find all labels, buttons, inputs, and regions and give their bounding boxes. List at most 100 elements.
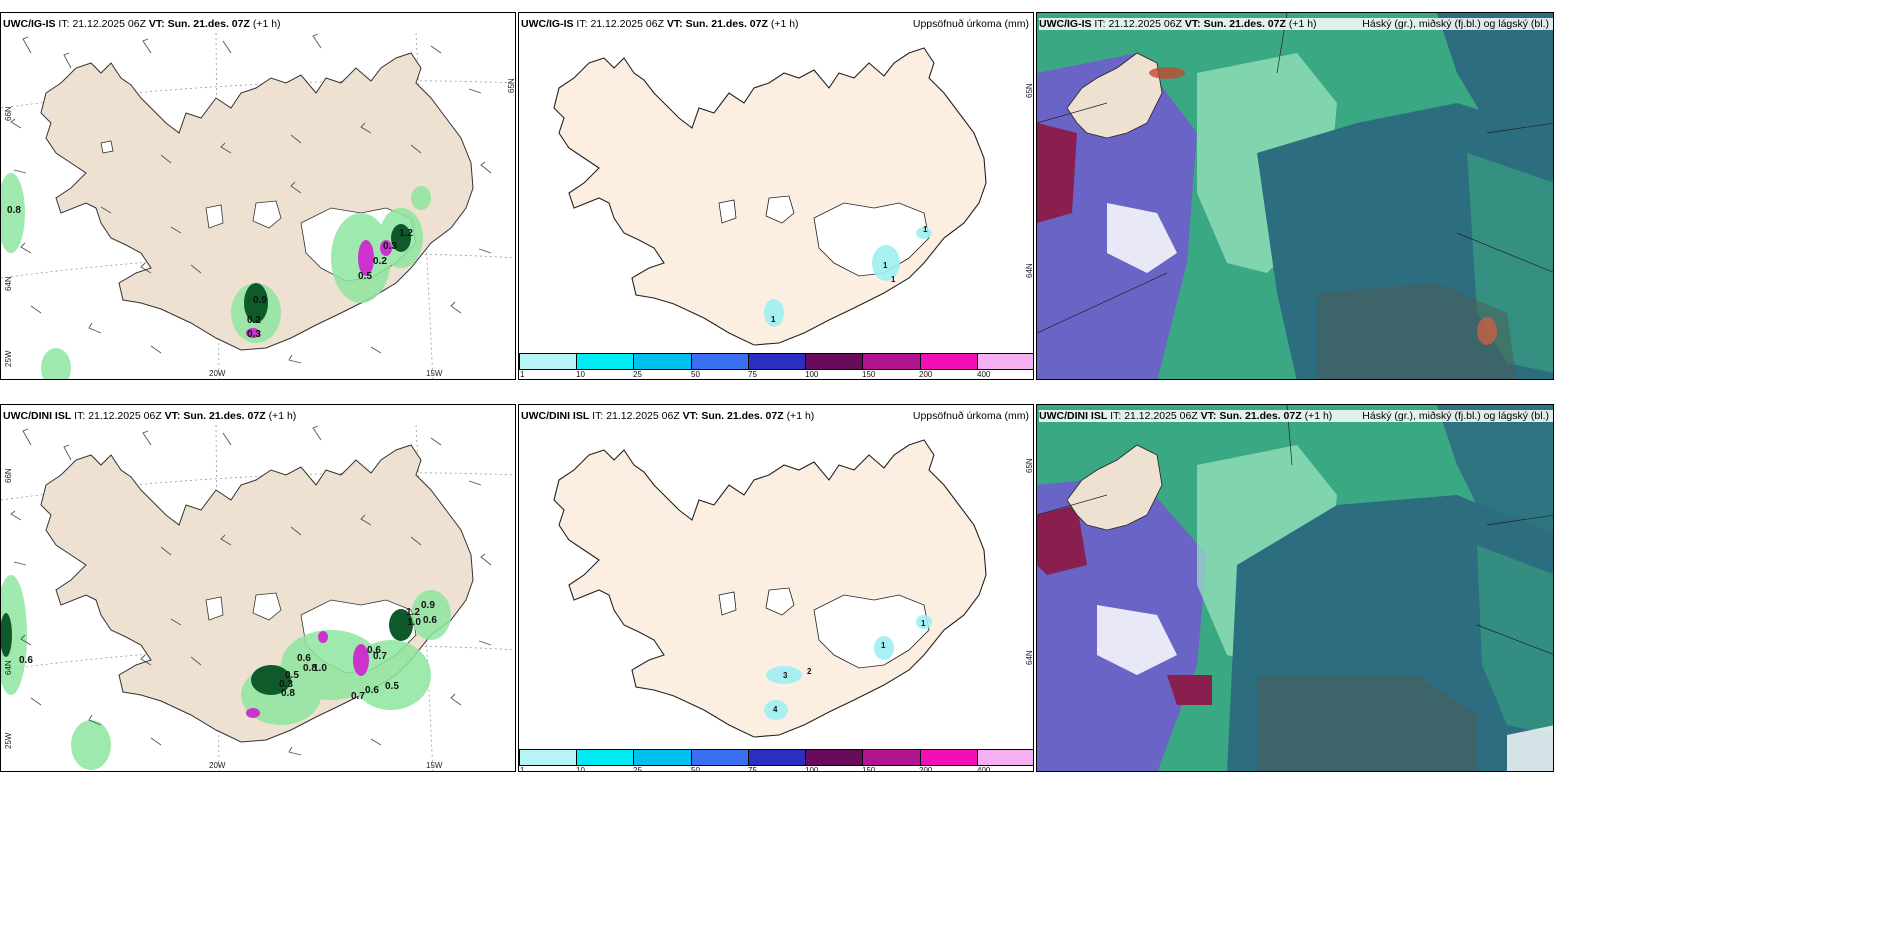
wind-value: 0.7 xyxy=(351,691,365,702)
precip-value: 2 xyxy=(807,667,812,676)
colorbar-label: 25 xyxy=(633,370,642,379)
colorbar-label: 75 xyxy=(748,766,757,772)
panel-title: UWC/IG-IS IT: 21.12.2025 06Z VT: Sun. 21… xyxy=(3,18,281,30)
wind-value: 1.2 xyxy=(399,228,413,239)
cloud-map xyxy=(1037,13,1553,379)
colorbar-label: 100 xyxy=(805,766,819,772)
colorbar-swatch xyxy=(863,750,921,765)
lon-tick-20w: 20W xyxy=(209,761,226,770)
lat-tick-64: 64N xyxy=(1025,650,1034,665)
wind-value: 0.5 xyxy=(358,271,372,282)
cloud-panel-top[interactable]: UWC/IG-IS IT: 21.12.2025 06Z VT: Sun. 21… xyxy=(1036,12,1554,380)
colorbar-label: 400 xyxy=(977,370,991,379)
precip-value: 1 xyxy=(923,225,928,234)
lon-tick-15w: 15W xyxy=(426,369,443,378)
panel-title: UWC/IG-IS IT: 21.12.2025 06Z VT: Sun. 21… xyxy=(521,18,799,30)
colorbar-labels: 1 10 25 50 75 100 150 200 400 xyxy=(519,370,1033,379)
wind-value: 0.7 xyxy=(373,651,387,662)
colorbar-swatch xyxy=(691,750,749,765)
wind-value: 0.5 xyxy=(385,681,399,692)
colorbar-swatch xyxy=(748,354,807,369)
colorbar xyxy=(519,749,1033,766)
colorbar-swatch xyxy=(806,354,864,369)
colorbar-label: 150 xyxy=(862,370,876,379)
lat-tick-25w: 25W xyxy=(4,732,13,749)
wind-value: 0.6 xyxy=(19,655,33,666)
wind-panel-bottom[interactable]: UWC/DINI ISL IT: 21.12.2025 06Z VT: Sun.… xyxy=(0,404,516,772)
wind-panel-top[interactable]: UWC/IG-IS IT: 21.12.2025 06Z VT: Sun. 21… xyxy=(0,12,516,380)
colorbar-label: 1 xyxy=(520,370,525,379)
lat-tick-64: 64N xyxy=(1025,263,1034,278)
colorbar-label: 75 xyxy=(748,370,757,379)
colorbar-label: 400 xyxy=(977,766,991,772)
precip-value: 1 xyxy=(921,619,926,628)
cloud-panel-bottom[interactable]: UWC/DINI ISL IT: 21.12.2025 06Z VT: Sun.… xyxy=(1036,404,1554,772)
colorbar-swatch xyxy=(863,354,921,369)
wind-value: 0.2 xyxy=(247,315,261,326)
wind-value: 0.8 xyxy=(303,663,317,674)
wind-value: 0.8 xyxy=(281,688,295,699)
lat-tick-65: 65N xyxy=(1025,458,1034,473)
wind-value: 0.6 xyxy=(297,653,311,664)
colorbar-swatch xyxy=(577,750,635,765)
wind-value: 0.9 xyxy=(421,600,435,611)
colorbar-swatch xyxy=(577,354,635,369)
cloud-label: Háský (gr.), miðský (fj.bl.) og lágský (… xyxy=(1362,18,1549,30)
precip-value: 1 xyxy=(883,261,888,270)
cloud-map xyxy=(1037,405,1553,771)
colorbar-swatch xyxy=(977,750,1033,765)
panel-title: UWC/IG-IS IT: 21.12.2025 06Z VT: Sun. 21… xyxy=(1039,18,1553,30)
wind-value: 0.9 xyxy=(253,295,267,306)
colorbar-label: 200 xyxy=(919,766,933,772)
precip-panel-top[interactable]: UWC/IG-IS IT: 21.12.2025 06Z VT: Sun. 21… xyxy=(518,12,1034,380)
wind-value: 0.6 xyxy=(365,685,379,696)
wind-map xyxy=(1,424,515,771)
colorbar-swatch xyxy=(520,354,578,369)
colorbar-label: 10 xyxy=(576,370,585,379)
wind-value: 0.3 xyxy=(247,329,261,340)
lat-tick-25w: 25W xyxy=(4,350,13,367)
wind-value: 0.8 xyxy=(7,205,21,216)
precip-value: 1 xyxy=(771,315,776,324)
colorbar-label: 100 xyxy=(805,370,819,379)
panel-title: UWC/DINI ISL IT: 21.12.2025 06Z VT: Sun.… xyxy=(1039,410,1553,422)
lat-tick-65: 65N xyxy=(1025,83,1034,98)
precip-label: Uppsöfnuð úrkoma (mm) xyxy=(912,18,1029,30)
cloud-label: Háský (gr.), miðský (fj.bl.) og lágský (… xyxy=(1362,410,1549,422)
colorbar-label: 25 xyxy=(633,766,642,772)
colorbar-labels: 1 10 25 50 75 100 150 200 400 xyxy=(519,766,1033,772)
wind-value: 0.5 xyxy=(285,670,299,681)
precip-value: 1 xyxy=(881,641,886,650)
lon-tick-15w: 15W xyxy=(426,761,443,770)
colorbar-label: 10 xyxy=(576,766,585,772)
wind-value: 1.0 xyxy=(313,663,327,674)
precip-value: 3 xyxy=(783,671,788,680)
colorbar-swatch xyxy=(691,354,749,369)
precip-value: 4 xyxy=(773,705,778,714)
colorbar-label: 200 xyxy=(919,370,933,379)
wind-value: 0.3 xyxy=(383,241,397,252)
precip-map xyxy=(553,439,987,738)
colorbar-swatch xyxy=(748,750,807,765)
lat-tick-65: 65N xyxy=(507,78,516,93)
precip-label: Uppsöfnuð úrkoma (mm) xyxy=(912,410,1029,422)
panel-title: UWC/DINI ISL IT: 21.12.2025 06Z VT: Sun.… xyxy=(521,410,815,422)
wind-value: 0.6 xyxy=(367,645,381,656)
wind-value: 0.6 xyxy=(423,615,437,626)
wind-map xyxy=(1,32,515,379)
colorbar-label: 50 xyxy=(691,766,700,772)
colorbar xyxy=(519,353,1033,370)
lat-tick-64: 64N xyxy=(4,276,13,291)
lat-tick-64: 64N xyxy=(4,660,13,675)
wind-value: 1.0 xyxy=(407,617,421,628)
precip-panel-bottom[interactable]: UWC/DINI ISL IT: 21.12.2025 06Z VT: Sun.… xyxy=(518,404,1034,772)
colorbar-label: 1 xyxy=(520,766,525,772)
colorbar-label: 150 xyxy=(862,766,876,772)
colorbar-label: 50 xyxy=(691,370,700,379)
lat-tick-66: 66N xyxy=(4,106,13,121)
wind-value: 1.2 xyxy=(406,607,420,618)
colorbar-swatch xyxy=(920,354,978,369)
colorbar-swatch xyxy=(634,750,692,765)
colorbar-swatch xyxy=(806,750,864,765)
panel-title: UWC/DINI ISL IT: 21.12.2025 06Z VT: Sun.… xyxy=(3,410,297,422)
